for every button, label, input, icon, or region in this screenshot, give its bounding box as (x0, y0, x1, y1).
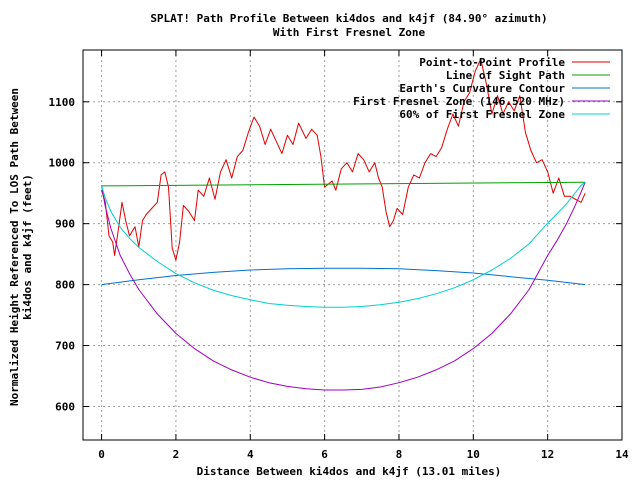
x-tick-label: 10 (467, 448, 480, 461)
x-tick-label: 0 (98, 448, 105, 461)
x-tick-label: 6 (321, 448, 328, 461)
legend-entry-label: First Fresnel Zone (146.520 MHz) (353, 95, 565, 108)
legend-entry-label: Line of Sight Path (446, 69, 565, 82)
legend-entry-label: 60% of First Fresnel Zone (399, 108, 565, 121)
x-tick-label: 4 (247, 448, 254, 461)
y-tick-label: 600 (55, 400, 75, 413)
series-line-line-of-sight-path (101, 181, 586, 187)
series-line-earth-s-curvature-contour (101, 267, 586, 286)
x-tick-label: 12 (541, 448, 554, 461)
y-axis-label-line2: ki4dos and k4jf (feet) (21, 174, 34, 320)
y-tick-label: 1000 (49, 157, 76, 170)
series-line-point-to-point-profile (101, 58, 586, 261)
series-lines (101, 58, 586, 391)
y-tick-label: 1100 (49, 96, 76, 109)
y-axis-label-line1: Normalized Height Referenced To LOS Path… (8, 88, 21, 406)
y-tick-label: 700 (55, 340, 75, 353)
series-line-60-of-first-fresnel-zone (101, 181, 586, 308)
legend-entry-label: Earth's Curvature Contour (399, 82, 565, 95)
plot-frame (82, 49, 623, 441)
y-tick-label: 800 (55, 279, 75, 292)
axis-ticks: 0 2 4 6 8 10 12 14 600 700 800 900 1000 1100 (49, 50, 629, 461)
grid-lines (83, 50, 623, 440)
x-tick-label: 8 (396, 448, 403, 461)
legend-entry-label: Point-to-Point Profile (419, 56, 565, 69)
y-axis-label: Normalized Height Referenced To LOS Path… (8, 88, 34, 406)
x-axis-label: Distance Between ki4dos and k4jf (13.01 … (197, 465, 502, 478)
chart-title: SPLAT! Path Profile Between ki4dos and k… (150, 12, 547, 25)
chart-subtitle: With First Fresnel Zone (273, 26, 426, 39)
x-tick-label: 14 (615, 448, 629, 461)
series-line-first-fresnel-zone-146-520-mhz (101, 182, 586, 391)
y-tick-label: 900 (55, 218, 75, 231)
x-tick-label: 2 (173, 448, 180, 461)
